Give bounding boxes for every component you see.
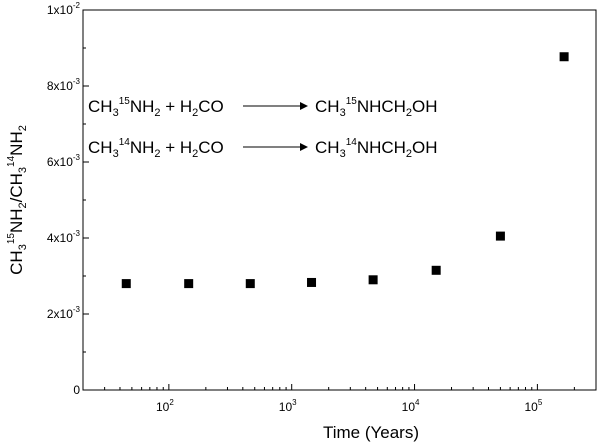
data-point: [307, 277, 317, 287]
data-point: [184, 279, 194, 289]
x-tick-label: 105: [524, 398, 542, 414]
reaction-14-arrowhead: [300, 143, 308, 151]
x-axis-title: Time (Years): [323, 423, 419, 442]
y-tick-label: 6x10-3: [47, 153, 81, 169]
reaction-15-lhs: CH315NH2 + H2CO: [88, 96, 224, 119]
annotation-reaction-14: CH314NH2 + H2CO CH314NHCH2OH: [88, 137, 438, 160]
reaction-14-lhs: CH314NH2 + H2CO: [88, 137, 224, 160]
y-tick-labels: 0 2x10-3 4x10-3 6x10-3 8x10-3 1x10-2: [47, 1, 81, 397]
reaction-14-rhs: CH314NHCH2OH: [315, 137, 438, 160]
axis-ticks: [82, 9, 597, 391]
y-axis-title: CH315NH2/CH314NH2: [6, 125, 29, 275]
x-tick-labels: 102 103 104 105: [156, 398, 543, 414]
annotation-reaction-15: CH315NH2 + H2CO CH315NHCH2OH: [88, 96, 438, 119]
x-tick-label: 102: [156, 398, 174, 414]
reaction-15-arrowhead: [300, 102, 308, 110]
data-point: [495, 231, 505, 241]
reaction-15-rhs: CH315NHCH2OH: [315, 96, 438, 119]
y-tick-label: 4x10-3: [47, 229, 81, 245]
y-tick-label: 1x10-2: [47, 1, 81, 17]
x-tick-label: 104: [402, 398, 420, 414]
y-tick-label: 8x10-3: [47, 77, 81, 93]
data-point: [121, 279, 131, 289]
y-tick-label: 0: [73, 383, 80, 397]
data-point: [368, 275, 378, 285]
data-point: [245, 279, 255, 289]
data-point: [559, 52, 569, 62]
y-tick-label: 2x10-3: [47, 305, 81, 321]
plot-frame: [82, 9, 597, 391]
data-point: [431, 265, 441, 275]
x-tick-label: 103: [279, 398, 297, 414]
data-points: [121, 52, 569, 289]
